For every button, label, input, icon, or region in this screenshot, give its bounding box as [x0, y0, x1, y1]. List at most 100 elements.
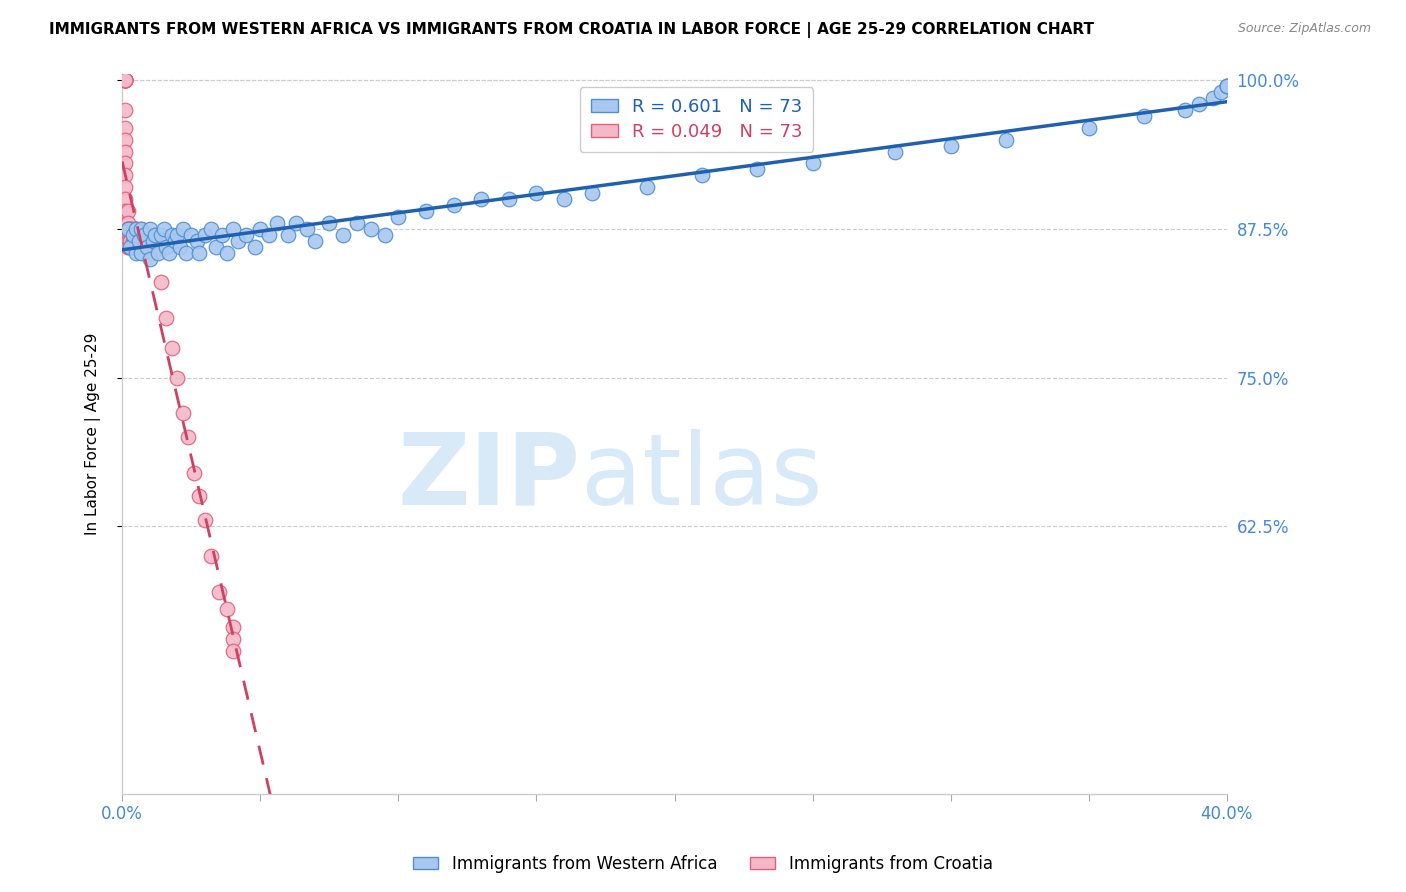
Point	[155, 240, 177, 254]
Point	[117, 240, 139, 254]
Point	[581, 186, 603, 201]
Point	[114, 103, 136, 117]
Point	[295, 222, 318, 236]
Point	[139, 222, 162, 236]
Text: ZIP: ZIP	[398, 429, 581, 525]
Point	[285, 216, 308, 230]
Point	[117, 234, 139, 248]
Point	[125, 240, 148, 254]
Point	[747, 162, 769, 177]
Point	[117, 240, 139, 254]
Point	[131, 245, 153, 260]
Point	[136, 240, 159, 254]
Point	[131, 222, 153, 236]
Point	[188, 245, 211, 260]
Point	[166, 227, 188, 242]
Point	[1133, 109, 1156, 123]
Point	[169, 240, 191, 254]
Point	[200, 222, 222, 236]
Point	[122, 227, 145, 242]
Point	[373, 227, 395, 242]
Text: Source: ZipAtlas.com: Source: ZipAtlas.com	[1237, 22, 1371, 36]
Point	[188, 490, 211, 504]
Point	[160, 341, 183, 355]
Point	[194, 227, 217, 242]
Point	[139, 252, 162, 266]
Point	[149, 227, 172, 242]
Point	[141, 245, 163, 260]
Point	[125, 245, 148, 260]
Point	[114, 204, 136, 219]
Point	[117, 222, 139, 236]
Point	[257, 227, 280, 242]
Point	[120, 234, 142, 248]
Point	[114, 73, 136, 87]
Point	[1216, 79, 1239, 94]
Point	[125, 222, 148, 236]
Point	[346, 216, 368, 230]
Point	[208, 584, 231, 599]
Point	[160, 227, 183, 242]
Point	[114, 73, 136, 87]
Point	[194, 513, 217, 527]
Point	[114, 73, 136, 87]
Point	[114, 73, 136, 87]
Point	[117, 222, 139, 236]
Point	[122, 227, 145, 242]
Point	[360, 222, 382, 236]
Point	[221, 222, 243, 236]
Point	[122, 222, 145, 236]
Point	[114, 169, 136, 183]
Point	[939, 138, 962, 153]
Point	[117, 227, 139, 242]
Legend: R = 0.601   N = 73, R = 0.049   N = 73: R = 0.601 N = 73, R = 0.049 N = 73	[579, 87, 814, 152]
Point	[125, 222, 148, 236]
Point	[200, 549, 222, 563]
Point	[155, 311, 177, 326]
Point	[120, 222, 142, 236]
Point	[125, 227, 148, 242]
Point	[131, 227, 153, 242]
Point	[128, 227, 150, 242]
Point	[117, 204, 139, 219]
Point	[243, 240, 266, 254]
Point	[498, 192, 520, 206]
Point	[122, 227, 145, 242]
Point	[141, 234, 163, 248]
Point	[131, 222, 153, 236]
Point	[122, 227, 145, 242]
Point	[266, 216, 288, 230]
Point	[149, 276, 172, 290]
Point	[1174, 103, 1197, 117]
Point	[172, 222, 194, 236]
Point	[125, 234, 148, 248]
Point	[120, 222, 142, 236]
Point	[221, 620, 243, 634]
Point	[526, 186, 548, 201]
Point	[120, 222, 142, 236]
Point	[183, 466, 205, 480]
Point	[994, 133, 1017, 147]
Point	[249, 222, 271, 236]
Point	[117, 222, 139, 236]
Point	[114, 73, 136, 87]
Point	[174, 245, 197, 260]
Point	[125, 222, 148, 236]
Point	[443, 198, 465, 212]
Point	[1202, 91, 1225, 105]
Point	[180, 227, 202, 242]
Point	[387, 210, 409, 224]
Point	[122, 234, 145, 248]
Point	[152, 222, 174, 236]
Point	[1211, 85, 1233, 99]
Point	[211, 227, 233, 242]
Point	[128, 234, 150, 248]
Point	[157, 245, 180, 260]
Point	[221, 632, 243, 646]
Text: atlas: atlas	[581, 429, 823, 525]
Point	[318, 216, 340, 230]
Point	[415, 204, 437, 219]
Legend: Immigrants from Western Africa, Immigrants from Croatia: Immigrants from Western Africa, Immigran…	[406, 848, 1000, 880]
Point	[177, 430, 200, 444]
Point	[1216, 79, 1239, 94]
